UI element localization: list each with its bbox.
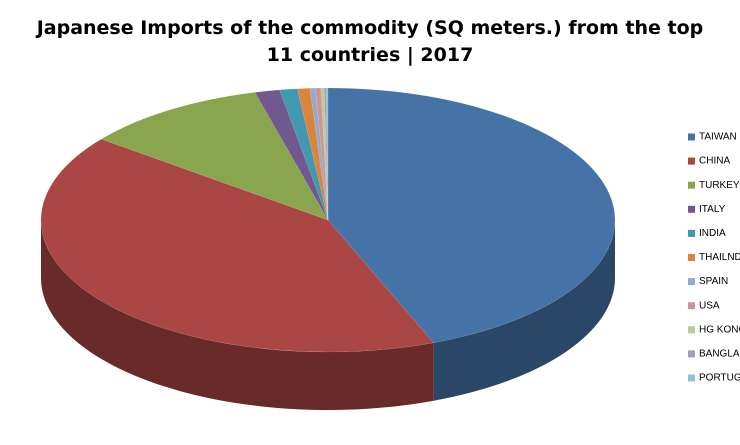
legend-swatch xyxy=(688,205,695,213)
slice xyxy=(40,138,435,353)
slice xyxy=(327,87,616,344)
slice-side xyxy=(41,220,434,410)
slice xyxy=(324,87,329,221)
slice xyxy=(325,87,329,221)
slice xyxy=(279,88,329,221)
legend-swatch xyxy=(688,302,695,310)
legend-swatch xyxy=(688,229,695,237)
slice xyxy=(320,87,329,221)
slice xyxy=(254,89,329,221)
legend-swatch xyxy=(688,133,695,141)
legend-label: USA xyxy=(699,300,720,311)
slice xyxy=(100,92,329,221)
slice xyxy=(309,87,329,221)
legend-swatch xyxy=(688,326,695,334)
chart-title: Japanese Imports of the commodity (SQ me… xyxy=(35,17,704,66)
legend-swatch xyxy=(688,278,695,286)
slice-side xyxy=(433,220,615,401)
legend-label: SPAIN xyxy=(699,276,728,287)
legend-label: INDIA xyxy=(699,228,726,239)
legend-swatch xyxy=(688,157,695,165)
legend-label: CHINA xyxy=(699,156,730,167)
legend-label: PORTUGAL xyxy=(699,373,740,384)
pie-sides xyxy=(41,220,615,410)
legend-label: TURKEY xyxy=(699,180,740,191)
legend-swatch xyxy=(688,374,695,382)
pie-tops xyxy=(40,87,616,353)
legend-label: THAILND xyxy=(699,252,740,263)
legend-label: ITALY xyxy=(699,204,726,215)
legend-label: HG KONG xyxy=(699,324,740,335)
slice xyxy=(297,88,329,221)
legend-swatch xyxy=(688,254,695,261)
slice xyxy=(315,87,329,221)
legend-swatch xyxy=(688,350,695,358)
legend-label: BANGLADESH xyxy=(699,349,740,360)
legend-swatch xyxy=(688,181,695,189)
legend-label: TAIWAN xyxy=(699,132,737,143)
